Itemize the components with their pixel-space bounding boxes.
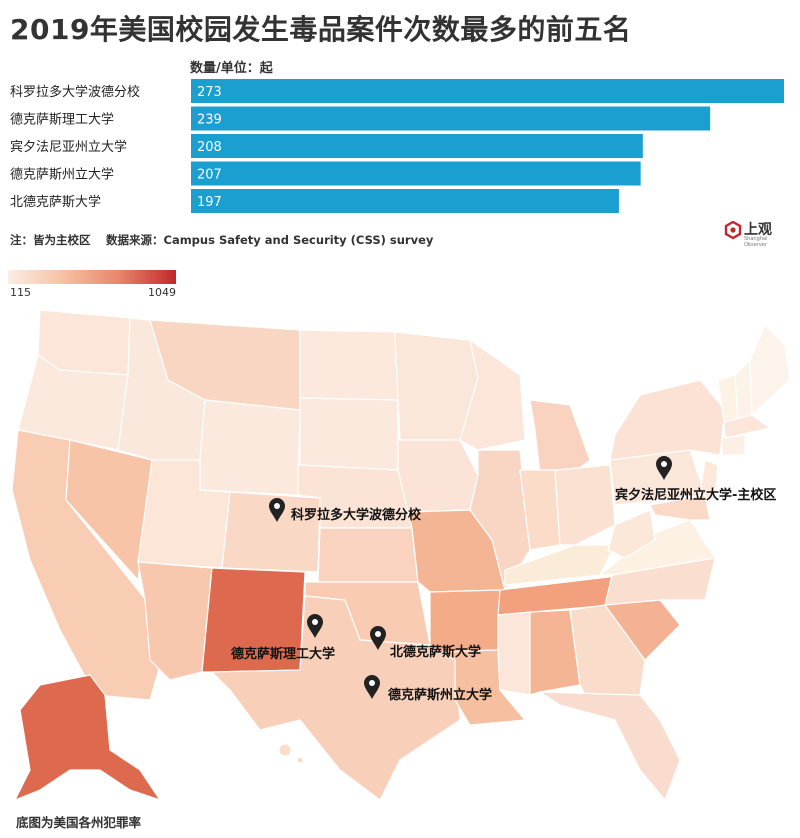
state-hawaii xyxy=(278,743,292,757)
state-maine xyxy=(749,324,791,416)
map-marker-label: 宾夕法尼亚州立大学-主校区 xyxy=(615,487,776,503)
state-texas xyxy=(211,595,461,801)
location-pin-icon xyxy=(307,614,323,638)
location-pin-dot xyxy=(661,461,667,467)
bar-value-label: 239 xyxy=(197,113,222,128)
location-pin-dot xyxy=(375,631,381,637)
state-connecticut xyxy=(721,434,746,456)
state-maryland xyxy=(649,494,711,521)
bar-value-label: 197 xyxy=(197,195,222,210)
state-illinois xyxy=(469,449,531,591)
bar-category-label: 德克萨斯州立大学 xyxy=(10,167,114,183)
state-hawaii-islands xyxy=(296,756,304,764)
state-wyoming xyxy=(199,399,301,496)
unit-label: 数量/单位：起 xyxy=(190,61,273,76)
logo: 上观 Shanghai Observer xyxy=(724,218,788,248)
state-arkansas xyxy=(429,589,501,653)
state-florida xyxy=(539,691,681,801)
location-pin-dot xyxy=(369,680,375,686)
state-kentucky xyxy=(504,544,616,586)
location-pin-icon xyxy=(269,498,285,522)
bar-category-label: 宾夕法尼亚州立大学 xyxy=(10,139,127,155)
state-west-virginia xyxy=(607,509,656,559)
bar xyxy=(191,189,619,213)
state-massachusetts xyxy=(723,414,771,439)
bar-category-label: 德克萨斯理工大学 xyxy=(10,112,114,128)
bar xyxy=(191,134,643,158)
legend-max: 1049 xyxy=(148,286,176,299)
footer-note: 底图为美国各州犯罪率 xyxy=(16,815,142,830)
map-marker-label: 德克萨斯州立大学 xyxy=(388,687,492,703)
state-new-york xyxy=(609,379,726,461)
bar xyxy=(191,106,711,131)
logo-text: 上观 xyxy=(744,222,772,238)
bar xyxy=(191,161,641,186)
bar-value-label: 207 xyxy=(197,168,222,183)
state-iowa xyxy=(397,439,479,513)
state-north-dakota xyxy=(299,329,399,401)
location-pin-dot xyxy=(312,619,318,625)
state-new-jersey xyxy=(699,459,719,501)
bar-category-label: 北德克萨斯大学 xyxy=(10,194,101,210)
legend-gradient xyxy=(8,270,176,284)
state-mississippi xyxy=(497,611,531,696)
bar-category-label: 科罗拉多大学波德分校 xyxy=(10,84,140,100)
bar-value-label: 273 xyxy=(197,85,222,100)
bar xyxy=(191,79,784,103)
location-pin-dot xyxy=(274,503,280,509)
logo-subtext: Shanghai Observer xyxy=(744,236,768,248)
location-pin-icon xyxy=(656,456,672,480)
state-south-dakota xyxy=(299,397,399,471)
bar-chart: 科罗拉多大学波德分校 273 德克萨斯理工大学 239 宾夕法尼亚州立大学 208 德克萨斯… xyxy=(10,79,784,213)
state-nevada xyxy=(65,439,153,581)
state-alaska xyxy=(14,674,161,801)
map-marker-label: 德克萨斯理工大学 xyxy=(231,646,335,662)
location-pin-icon xyxy=(364,675,380,699)
state-ohio xyxy=(554,464,616,546)
logo-icon xyxy=(724,221,742,240)
color-legend: 115 1049 xyxy=(8,270,178,299)
chart-title: 2019年美国校园发生毒品案件次数最多的前五名 xyxy=(10,13,632,46)
map-marker-label: 北德克萨斯大学 xyxy=(390,644,481,660)
legend-min: 115 xyxy=(10,286,31,299)
source-note: 注：皆为主校区 数据来源：Campus Safety and Security … xyxy=(10,233,434,247)
location-pin-icon xyxy=(370,626,386,650)
state-new-hampshire xyxy=(734,359,753,421)
state-kansas xyxy=(317,527,419,583)
bar-value-label: 208 xyxy=(197,140,222,155)
map-marker-label: 科罗拉多大学波德分校 xyxy=(291,507,422,523)
state-alabama xyxy=(529,609,581,696)
